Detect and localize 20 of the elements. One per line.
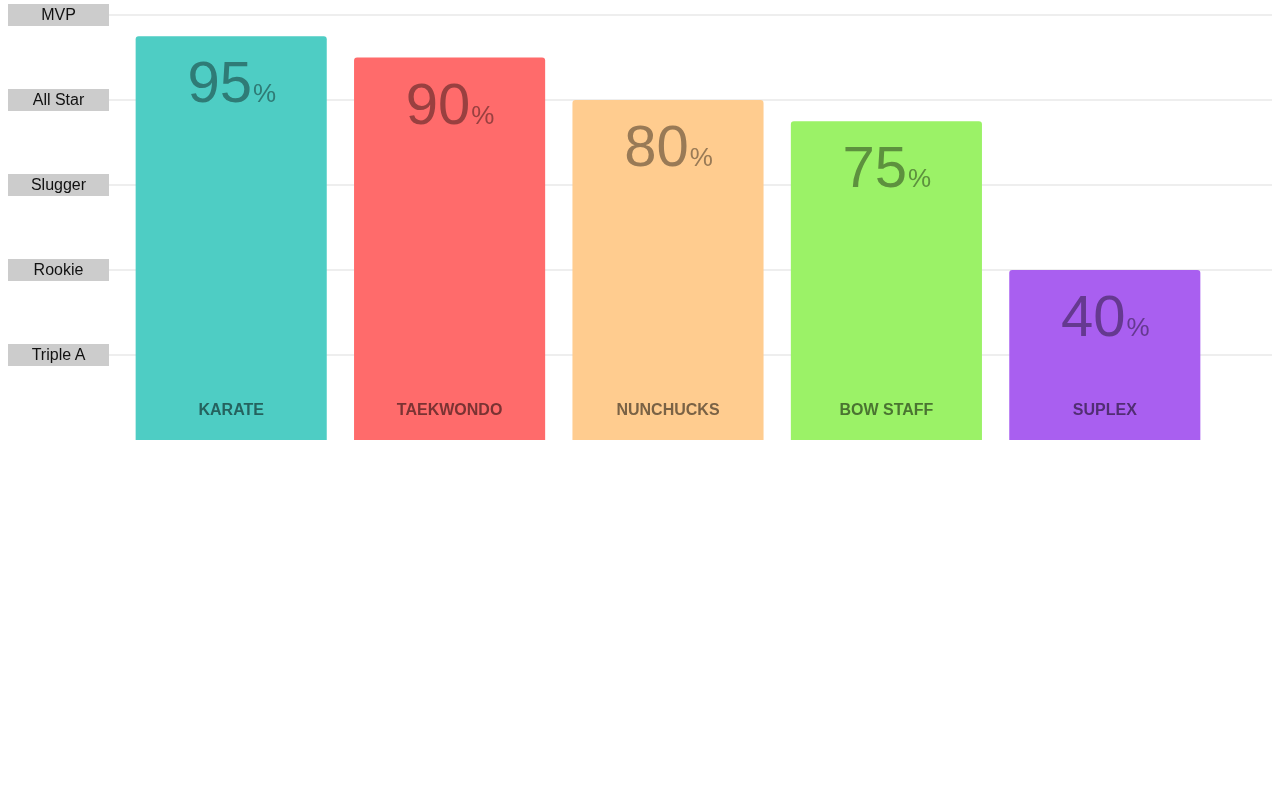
- ref-line-label: Triple A: [31, 346, 86, 364]
- bar: [572, 100, 764, 440]
- data-label: 95%: [187, 49, 277, 115]
- x-tick-label: BOW STAFF: [839, 401, 934, 418]
- bar: [790, 121, 982, 440]
- ref-line-label: MVP: [41, 6, 76, 24]
- data-label: 75%: [842, 134, 932, 200]
- ref-line-label: Slugger: [30, 176, 87, 194]
- bar: [1009, 270, 1201, 440]
- ref-line-label: All Star: [32, 91, 85, 109]
- x-tick-label: NUNCHUCKS: [616, 401, 720, 418]
- x-tick-label: TAEKWONDO: [396, 401, 503, 418]
- x-tick-label: KARATE: [198, 401, 265, 418]
- bar: [135, 36, 327, 440]
- ref-line-label: Rookie: [33, 261, 84, 279]
- bar: [354, 57, 546, 440]
- data-label: 80%: [624, 113, 713, 178]
- data-label: 90%: [405, 70, 495, 136]
- x-tick-label: SUPLEX: [1072, 401, 1138, 418]
- data-label: 40%: [1060, 283, 1150, 348]
